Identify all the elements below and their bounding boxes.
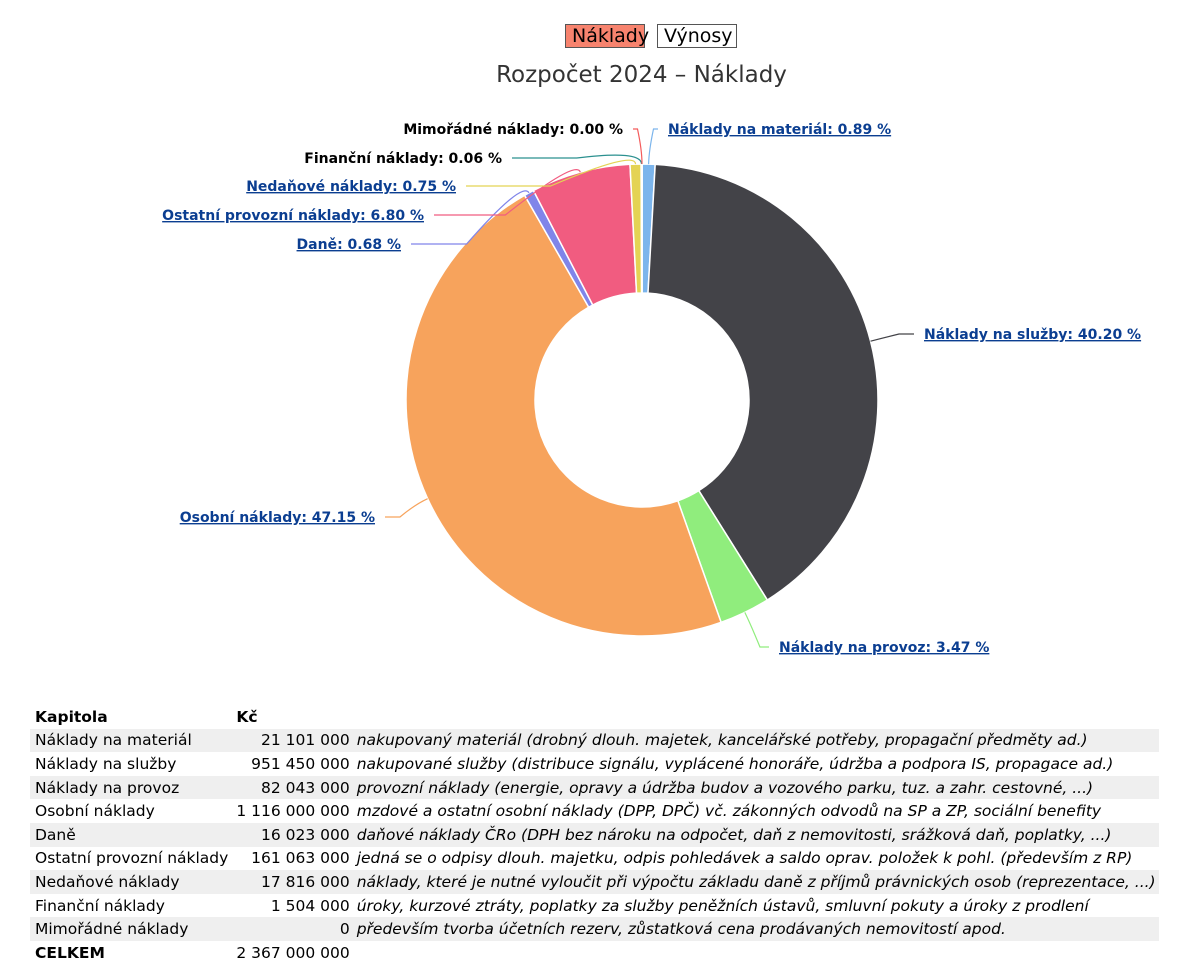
connector-1 — [647, 128, 658, 165]
cell-description: úroky, kurzové ztráty, poplatky za služb… — [356, 896, 1089, 915]
donut-chart: Náklady na materiál: 0.89 % Náklady na sl… — [162, 122, 1141, 656]
connector-4 — [385, 498, 428, 518]
connector-5 — [411, 190, 530, 245]
table-row: Daně 16 023 000 daňové náklady ČRo (DPH be… — [30, 822, 1159, 847]
header-description — [353, 705, 1159, 729]
cell-amount: 16 023 000 — [231, 822, 353, 847]
connector-2 — [870, 333, 914, 342]
slice-label-9: Mimořádné náklady: 0.00 % — [403, 122, 623, 138]
cell-description: jedná se o odpisy dlouh. majetku, odpis … — [356, 849, 1133, 868]
cell-chapter: Mimořádné náklady — [30, 917, 232, 941]
cell-chapter: Daně — [30, 822, 232, 847]
slice-label-7[interactable]: Nedaňové náklady: 0.75 % — [246, 179, 456, 195]
slice-label-2[interactable]: Náklady na služby: 40.20 % — [924, 327, 1141, 343]
table-row: Nedaňové náklady 17 816 000 náklady, které… — [30, 870, 1159, 894]
table-total-row: CELKEM 2 367 000 000 — [30, 941, 1159, 965]
cell-description: nakupovaný materiál (drobný dlouh. majet… — [352, 728, 1159, 753]
slice-label-1[interactable]: Náklady na materiál: 0.89 % — [668, 122, 891, 138]
cell-description: mzdové a ostatní osobní náklady (DPP, DP… — [356, 802, 1102, 821]
header-amount: Kč — [236, 707, 258, 726]
budget-table: Kapitola Kč Náklady na materiál 21 101 00… — [30, 705, 1159, 965]
cell-chapter: Nedaňové náklady — [30, 870, 232, 894]
table-row: Náklady na služby 951 450 000 nakupované s… — [30, 752, 1159, 776]
cell-description: daňové náklady ČRo (DPH bez nároku na od… — [352, 822, 1159, 847]
cell-amount: 951 450 000 — [251, 754, 350, 773]
table-row: Finanční náklady 1 504 000 úroky, kurzové … — [30, 894, 1159, 918]
connector-6 — [434, 169, 581, 216]
cell-description: provozní náklady (energie, opravy a údrž… — [352, 775, 1159, 800]
cell-amount: 21 101 000 — [231, 728, 353, 753]
cell-amount: 0 — [231, 917, 353, 941]
chart-title: Rozpočet 2024 – Náklady — [496, 62, 787, 88]
cell-chapter: Náklady na materiál — [30, 728, 232, 753]
header-chapter: Kapitola — [35, 707, 108, 726]
connector-9 — [633, 128, 643, 165]
cell-amount: 1 116 000 000 — [236, 802, 350, 821]
slice-label-8: Finanční náklady: 0.06 % — [304, 151, 502, 167]
connector-3 — [744, 612, 769, 648]
cell-description: nakupované služby (distribuce signálu, v… — [356, 754, 1114, 773]
cell-amount: 161 063 000 — [251, 849, 350, 868]
naklady-toggle-button[interactable]: Náklady — [565, 24, 649, 48]
vynosy-toggle-button[interactable]: Výnosy — [657, 24, 737, 48]
cell-chapter: Náklady na služby — [35, 754, 177, 773]
cell-chapter: Finanční náklady — [35, 896, 165, 915]
cell-amount: 1 504 000 — [270, 896, 350, 915]
table-row: Mimořádné náklady 0 především tvorba účetn… — [30, 917, 1159, 941]
total-description — [353, 941, 1159, 965]
cell-description: náklady, které je nutné vyloučit při výp… — [352, 870, 1159, 894]
slice-label-3[interactable]: Náklady na provoz: 3.47 % — [779, 640, 989, 656]
cell-chapter: Ostatní provozní náklady — [35, 849, 229, 868]
table-header-row: Kapitola Kč — [30, 705, 1159, 729]
cell-amount: 82 043 000 — [231, 775, 353, 800]
cell-amount: 17 816 000 — [231, 870, 353, 894]
slice-label-4[interactable]: Osobní náklady: 47.15 % — [180, 510, 375, 526]
connector-8 — [512, 154, 643, 165]
cell-chapter: Osobní náklady — [35, 802, 155, 821]
cell-chapter: Náklady na provoz — [30, 775, 232, 800]
slice-label-5[interactable]: Daně: 0.68 % — [297, 237, 401, 253]
slice-4[interactable] — [405, 194, 723, 637]
table-row: Osobní náklady 1 116 000 000 mzdové a osta… — [30, 799, 1159, 823]
slice-label-6[interactable]: Ostatní provozní náklady: 6.80 % — [162, 208, 424, 224]
table-row: Náklady na materiál 21 101 000 nakupovaný … — [30, 728, 1159, 753]
cell-description: především tvorba účetních rezerv, zůstat… — [352, 917, 1159, 941]
connector-7 — [466, 159, 637, 187]
total-label: CELKEM — [35, 943, 105, 962]
table-row: Náklady na provoz 82 043 000 provozní nákl… — [30, 775, 1159, 800]
slice-2[interactable] — [647, 163, 879, 602]
table-row: Ostatní provozní náklady 161 063 000 jedná… — [30, 847, 1159, 871]
total-amount: 2 367 000 000 — [236, 943, 350, 962]
